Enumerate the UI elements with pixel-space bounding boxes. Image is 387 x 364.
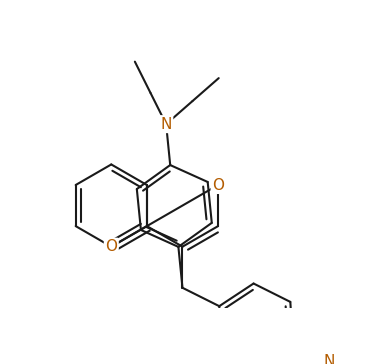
Text: O: O [105, 239, 117, 254]
Text: N: N [161, 116, 172, 132]
Text: O: O [212, 178, 224, 193]
Text: N: N [324, 354, 335, 364]
